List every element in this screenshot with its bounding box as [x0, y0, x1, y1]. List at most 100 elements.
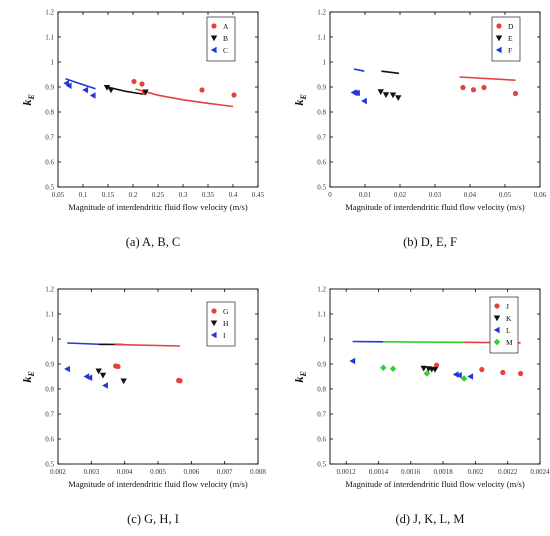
x-tick-label: 0.15	[102, 191, 115, 199]
data-point-f	[361, 97, 367, 105]
panel-caption: (b) D, E, F	[403, 235, 457, 249]
y-tick-label: 1.1	[45, 34, 54, 42]
legend-marker-k	[493, 315, 501, 322]
legend-label-j: J	[506, 302, 509, 311]
y-tick-label: 0.7	[317, 411, 326, 419]
y-tick-label: 1.1	[317, 311, 326, 319]
x-tick-label: 0.004	[117, 468, 133, 476]
x-tick-label: 0.007	[217, 468, 233, 476]
legend-label-e: E	[508, 34, 513, 43]
legend-marker-i	[210, 331, 217, 339]
legend-label-f: F	[508, 46, 512, 55]
legend-marker-l	[493, 326, 500, 334]
legend-label-g: G	[223, 307, 229, 316]
data-point-k	[420, 365, 427, 372]
y-axis-label: kE	[20, 371, 36, 382]
y-tick-label: 0.9	[317, 84, 326, 92]
fit-line-2	[381, 70, 399, 75]
x-tick-label: 0.0022	[498, 468, 518, 476]
legend-label-c: C	[223, 46, 228, 55]
y-tick-label: 1.2	[45, 286, 54, 294]
data-point-f	[354, 89, 360, 97]
legend-label-b: B	[223, 34, 228, 43]
legend-box	[491, 16, 521, 62]
x-tick-label: 0.04	[464, 191, 477, 199]
y-axis-label: kE	[292, 371, 308, 382]
x-tick-label: 0.1	[79, 191, 88, 199]
data-point-c	[89, 92, 96, 99]
y-tick-label: 1.2	[317, 9, 326, 17]
legend-marker-a	[211, 23, 217, 29]
data-point-e	[382, 92, 390, 98]
x-tick-label: 0.35	[202, 191, 215, 199]
legend-marker-e	[495, 35, 503, 42]
x-tick-label: 0.45	[252, 191, 265, 199]
data-point-b	[142, 89, 149, 96]
legend-label-i: I	[223, 331, 226, 340]
data-point-j	[500, 369, 506, 376]
y-tick-label: 1.1	[45, 311, 54, 319]
y-tick-label: 1	[323, 59, 327, 67]
data-point-h	[99, 372, 107, 379]
x-tick-label: 0.01	[359, 191, 372, 199]
x-tick-label: 0.006	[183, 468, 199, 476]
y-tick-label: 0.9	[45, 361, 54, 369]
x-tick-label: 0.005	[150, 468, 166, 476]
x-tick-label: 0.05	[52, 191, 65, 199]
legend-marker-h	[210, 320, 218, 327]
legend-marker-g	[211, 308, 217, 314]
chart-panel-3: 0.002 0.003 0.004 0.005 0.006 0.007 0.008 0.5 0.…	[20, 286, 266, 527]
data-point-i	[86, 374, 93, 381]
data-point-e	[389, 92, 397, 99]
data-point-e	[395, 95, 402, 101]
y-tick-label: 0.6	[45, 159, 54, 167]
y-tick-label: 0.6	[317, 159, 326, 167]
x-axis-label: Magnitude of interdendritic fluid flow v…	[345, 202, 525, 212]
data-point-i	[102, 382, 108, 389]
chart-panel-1: 0.05 0.1 0.15 0.2 0.25 0.3 0.35 0.4 0.45 0.5 0.6 0.…	[20, 9, 265, 250]
fit-line-3	[114, 343, 181, 347]
x-tick-label: 0.002	[50, 468, 66, 476]
x-tick-label: 0.02	[394, 191, 407, 199]
y-axis-label: kE	[292, 94, 308, 105]
y-tick-label: 0.5	[317, 184, 326, 192]
data-point-m	[389, 365, 397, 372]
panel-caption: (d) J, K, L, M	[395, 512, 464, 526]
legend-label-a: A	[223, 22, 229, 31]
y-tick-label: 0.6	[317, 436, 326, 444]
data-point-c	[65, 82, 72, 89]
y-axis-label-main: k	[20, 100, 34, 106]
legend-marker-d	[496, 23, 502, 29]
legend-marker-c	[210, 46, 217, 54]
fit-line-2	[383, 341, 465, 344]
x-tick-label: 0.003	[83, 468, 99, 476]
legend-box	[206, 16, 236, 62]
y-tick-label: 1.1	[317, 34, 326, 42]
panel-caption: (a) A, B, C	[126, 235, 181, 249]
fit-line-1	[459, 76, 516, 81]
data-point-g	[177, 378, 183, 384]
x-tick-label: 0.3	[179, 191, 188, 199]
y-tick-label: 0.5	[45, 461, 54, 469]
data-point-m	[423, 370, 431, 377]
y-axis-label-main: k	[292, 377, 306, 383]
data-point-m	[460, 375, 468, 382]
x-tick-label: 0.03	[429, 191, 442, 199]
data-point-l	[452, 371, 459, 378]
data-point-j	[434, 362, 440, 368]
x-tick-label: 0.0018	[433, 468, 453, 476]
y-tick-label: 0.8	[317, 386, 326, 394]
x-axis-label: Magnitude of interdendritic fluid flow v…	[68, 479, 248, 489]
data-point-d	[512, 90, 519, 97]
data-point-j	[479, 366, 485, 373]
legend-label-d: D	[508, 22, 514, 31]
x-tick-label: 0.0024	[530, 468, 550, 476]
y-tick-label: 1	[51, 59, 55, 67]
x-tick-label: 0.002	[468, 468, 484, 476]
fit-line-3	[65, 77, 96, 90]
y-tick-label: 0.7	[45, 411, 54, 419]
data-point-l	[467, 373, 474, 380]
x-axis-label: Magnitude of interdendritic fluid flow v…	[345, 479, 525, 489]
y-tick-label: 0.8	[45, 109, 54, 117]
